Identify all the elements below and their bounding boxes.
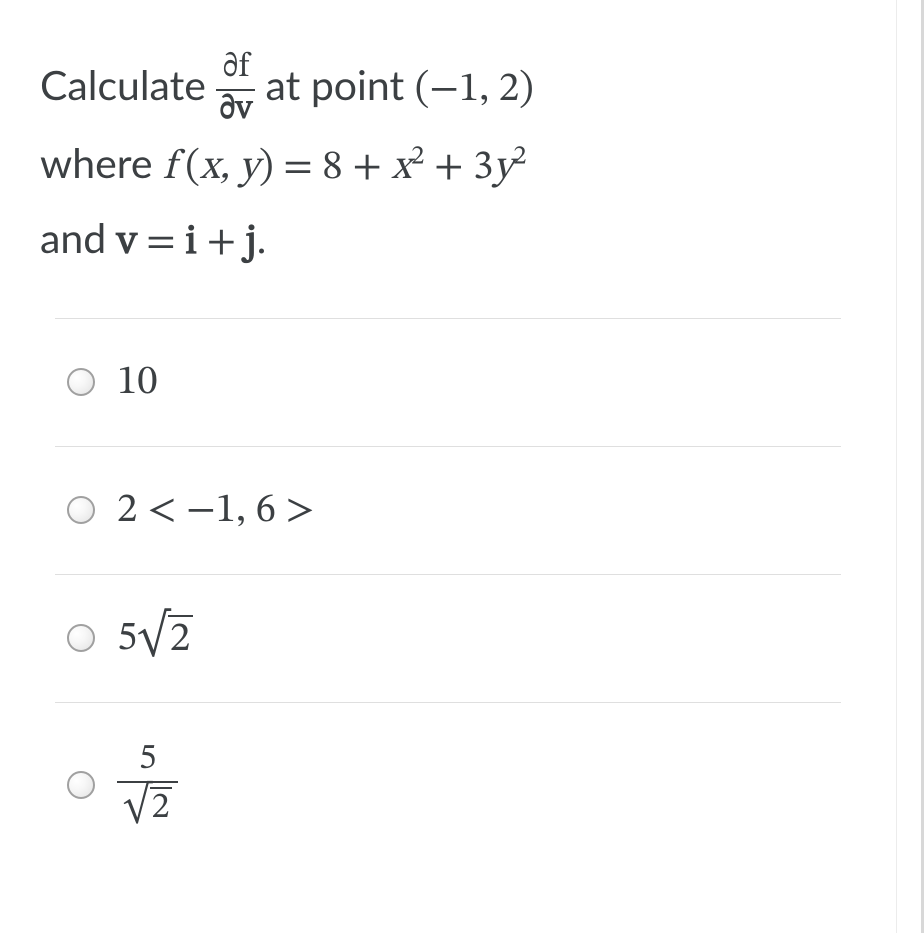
sqrt-icon: √2	[123, 787, 172, 829]
q-and: and	[40, 213, 117, 262]
radio-icon[interactable]	[67, 368, 95, 396]
radio-icon[interactable]	[67, 624, 95, 652]
q-mid: at point	[266, 60, 415, 109]
partial-fraction: ∂f ∂v	[216, 51, 255, 128]
fraction-option: 5 √2	[117, 741, 178, 829]
option-label: 5√2	[117, 613, 193, 664]
q-where: where	[40, 138, 163, 187]
radio-icon[interactable]	[67, 496, 95, 524]
q-point: (−1, 2)	[415, 69, 534, 110]
option-label: 2 < −1, 6 >	[117, 485, 315, 536]
option-row[interactable]: 5 √2	[55, 702, 841, 859]
option-row[interactable]: 5√2	[55, 574, 841, 702]
option-row[interactable]: 10	[55, 318, 841, 446]
option-label: 5 √2	[117, 741, 178, 829]
radio-icon[interactable]	[67, 771, 95, 799]
question-text: Calculate ∂f ∂v at point (−1, 2) where f…	[40, 50, 881, 278]
options-list: 10 2 < −1, 6 > 5√2 5 √2	[55, 318, 841, 859]
option-row[interactable]: 2 < −1, 6 >	[55, 446, 841, 574]
q-fn: f (x, y) = 8 + x2 + 3y2	[163, 147, 526, 188]
sqrt-icon: √2	[137, 615, 193, 662]
option-label: 10	[117, 357, 158, 408]
q-prefix: Calculate	[40, 60, 216, 109]
q-vector: v = i + j.	[117, 222, 267, 263]
